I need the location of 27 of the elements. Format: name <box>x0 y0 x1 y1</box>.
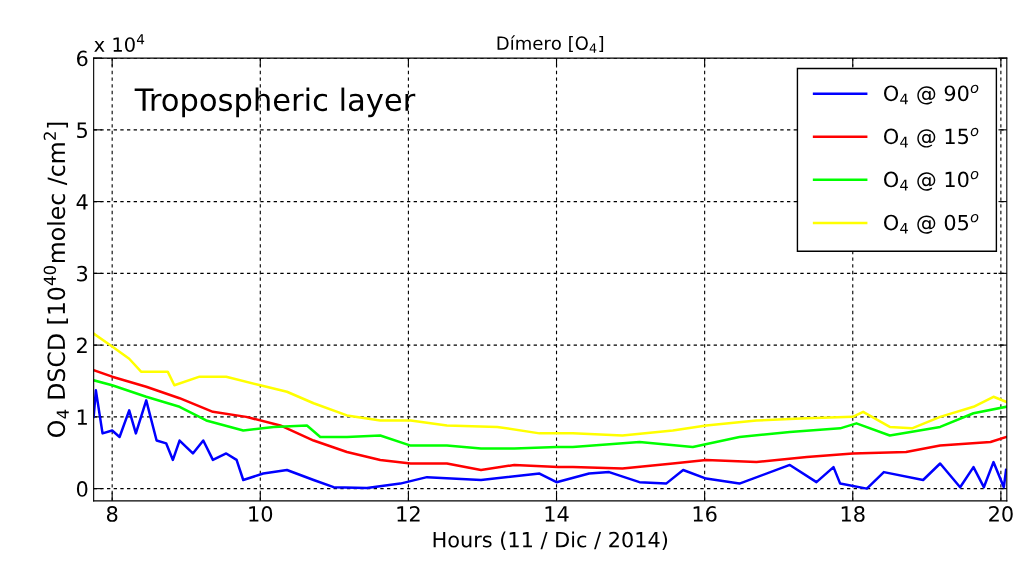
x-tick-label: 10 <box>249 506 273 522</box>
legend-label: O$_{4}$ @ 90$^{o}$ <box>884 84 979 105</box>
line-series <box>93 332 1007 437</box>
chart-title: Dímero [O$_{4}$] <box>497 35 604 53</box>
x-axis-title: Hours (11 / Dic / 2014) <box>433 531 668 550</box>
x-tick-label: 18 <box>841 506 865 522</box>
x-tick-label: 14 <box>545 506 569 522</box>
x-tick-label: 20 <box>989 506 1013 522</box>
line-series <box>93 389 1007 490</box>
legend-label: O$_{4}$ @ 05$^{o}$ <box>884 213 979 234</box>
y-axis-title: O$_{4}$ DSCD [10$^{40}$molec /cm$^{2}$] <box>43 122 69 437</box>
x-tick-label: 12 <box>397 506 420 522</box>
legend-label: O$_{4}$ @ 10$^{o}$ <box>884 170 979 191</box>
y-tick-label: 1 <box>77 409 87 425</box>
y-tick-label: 6 <box>76 50 88 67</box>
y-tick-label: 3 <box>77 265 88 282</box>
annotation: Tropospheric layer <box>134 87 416 118</box>
text: x 10$^{4}$ <box>94 34 145 52</box>
legend-label: O$_{4}$ @ 15$^{o}$ <box>884 127 979 148</box>
y-tick-label: 2 <box>77 337 87 354</box>
y-tick-label: 0 <box>76 481 88 497</box>
x-tick-label: 16 <box>693 506 717 522</box>
y-tick-label: 5 <box>77 122 87 139</box>
line-series <box>93 379 1007 450</box>
y-tick-label: 4 <box>76 194 88 210</box>
x-tick-label: 8 <box>106 506 118 522</box>
line-series <box>93 368 1007 472</box>
